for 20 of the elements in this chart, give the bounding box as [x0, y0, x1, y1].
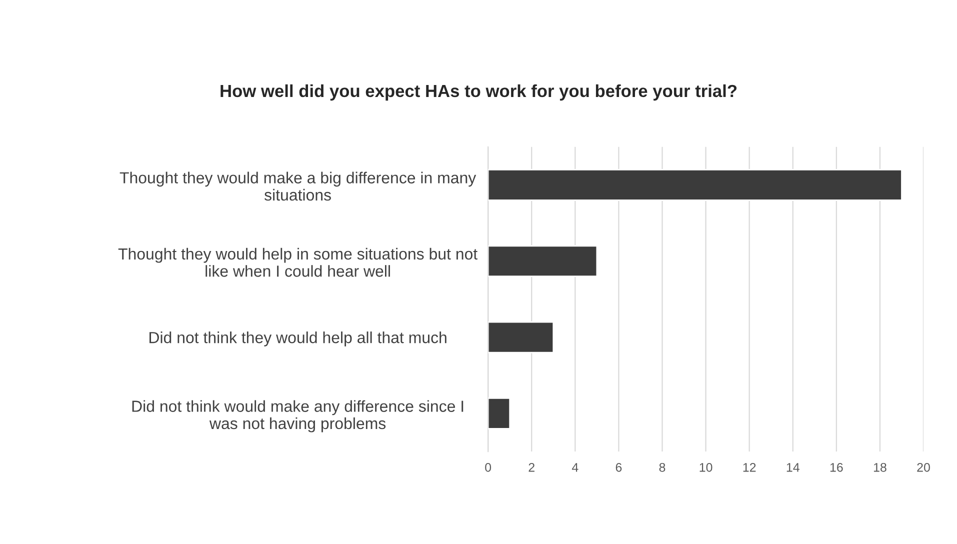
y-tick-label: Did not think they would help all that much [150, 331, 446, 346]
x-tick-label: 0 [485, 462, 492, 472]
x-tick-label: 10 [700, 462, 712, 472]
bar [488, 169, 902, 201]
bar [488, 321, 554, 354]
x-tick-label: 4 [572, 463, 578, 472]
x-tick-label: 2 [528, 462, 534, 472]
y-tick-label: Thought they would make a big difference in many situations [120, 172, 476, 201]
x-tick-label: 14 [786, 463, 800, 472]
x-tick-label: 12 [743, 462, 756, 472]
x-tick-label: 18 [874, 462, 886, 472]
x-tick-label: 8 [659, 462, 666, 472]
bar [488, 398, 511, 430]
x-tick-label: 6 [616, 462, 622, 472]
x-tick-label: 16 [830, 462, 843, 472]
y-tick-label: Thought they would help in some situations but not like when I could hear well [118, 248, 478, 277]
bar [488, 245, 598, 278]
chart-title: How well did you expect HAs to work for you before your trial? [220, 84, 737, 101]
y-tick-label: Did not think would make any difference since I was not having problems [132, 400, 464, 432]
x-tick-label: 20 [917, 462, 930, 472]
